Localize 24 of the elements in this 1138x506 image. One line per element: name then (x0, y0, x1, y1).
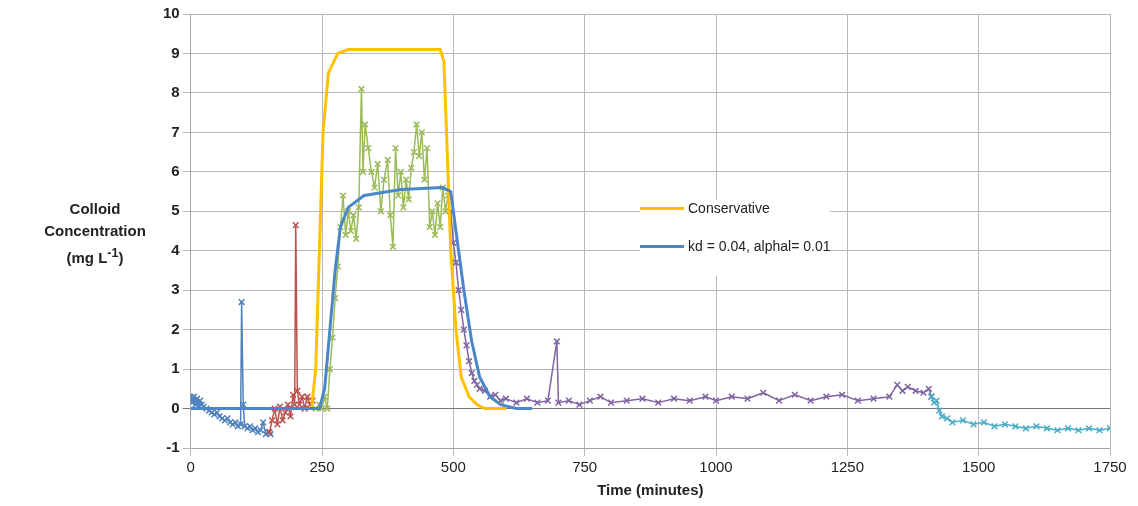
y-tick-label: 0 (171, 398, 180, 416)
y-tick-label: 2 (171, 319, 180, 337)
legend-label: Conservative (688, 200, 770, 216)
x-tick-label: 250 (309, 458, 335, 476)
y-tick-label: 5 (171, 201, 180, 219)
x-tick-label: 0 (186, 458, 195, 476)
y-tick-label: 3 (171, 280, 180, 298)
x-tick-label: 750 (572, 458, 598, 476)
y-tick-label: 8 (171, 83, 180, 101)
y-tick-label: 4 (171, 240, 181, 258)
x-axis-title: Time (minutes) (597, 481, 704, 499)
x-tick-label: 1250 (830, 458, 865, 476)
y-axis-title: Colloid Concentration (mg L$^{-1}$) (43, 199, 147, 268)
y-tick-label: 10 (163, 4, 180, 22)
x-tick-label: 500 (440, 458, 466, 476)
x-tick-label: 1000 (699, 458, 733, 476)
y-tick-label: 9 (171, 43, 180, 61)
y-tick-label: 6 (171, 161, 180, 179)
y-tick-label: 1 (171, 359, 180, 377)
y-tick-label: 7 (171, 122, 180, 140)
y-tick-label: -1 (166, 438, 180, 456)
x-tick-label: 1750 (1093, 458, 1127, 476)
legend-label: kd = 0.04, alphal= 0.01 (688, 238, 831, 254)
x-tick-label: 1500 (961, 458, 996, 476)
